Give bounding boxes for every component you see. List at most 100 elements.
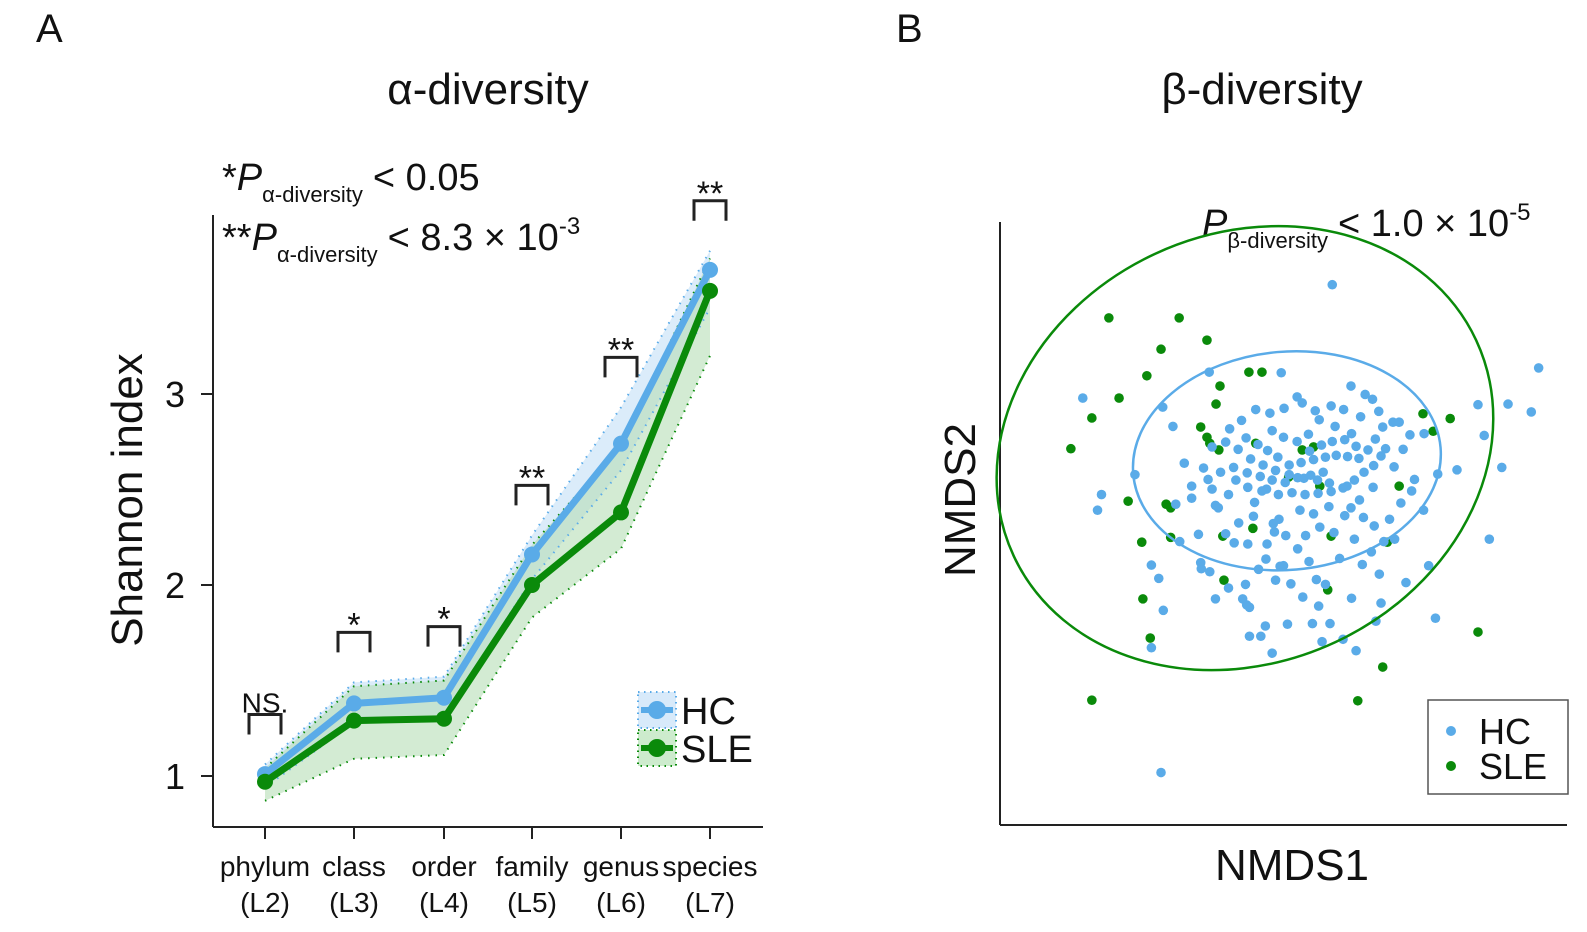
alpha-y-tick-label: 2 bbox=[165, 565, 185, 606]
scatter-point-hc bbox=[1452, 465, 1462, 475]
beta-ann-p: P bbox=[1202, 203, 1228, 245]
alpha-x-tick-level: (L3) bbox=[329, 887, 379, 918]
scatter-point-hc bbox=[1279, 403, 1289, 414]
scatter-point-sle bbox=[1211, 399, 1221, 409]
scatter-point-hc bbox=[1256, 631, 1266, 642]
scatter-point-hc bbox=[1224, 424, 1235, 434]
scatter-point-hc bbox=[1354, 453, 1364, 464]
scatter-point-hc bbox=[1267, 425, 1277, 436]
scatter-point-sle bbox=[1418, 408, 1428, 419]
svg-text:*Pα-diversity< 0.05: *Pα-diversity < 0.05 bbox=[222, 157, 480, 207]
scatter-point-hc bbox=[1186, 481, 1197, 491]
scatter-point-hc bbox=[1207, 484, 1217, 494]
alpha-y-tick-label: 1 bbox=[165, 756, 185, 797]
beta-y-axis-label: NMDS2 bbox=[936, 423, 985, 577]
scatter-point-hc bbox=[1278, 560, 1289, 571]
scatter-point-hc bbox=[1241, 600, 1252, 610]
scatter-point-hc bbox=[1300, 530, 1311, 541]
scatter-point-hc bbox=[1210, 594, 1221, 604]
scatter-point-hc bbox=[1297, 592, 1308, 602]
scatter-point-sle bbox=[1087, 695, 1097, 705]
scatter-point-sle bbox=[1202, 335, 1212, 345]
scatter-point-hc bbox=[1262, 445, 1273, 456]
scatter-point-sle bbox=[1473, 627, 1483, 637]
scatter-point-hc bbox=[1268, 518, 1279, 529]
scatter-point-hc bbox=[1314, 522, 1325, 532]
scatter-point-hc bbox=[1359, 467, 1369, 478]
scatter-point-hc bbox=[1179, 458, 1190, 469]
scatter-point-hc bbox=[1368, 482, 1378, 493]
alpha-x-tick-label: order bbox=[411, 851, 476, 882]
beta-title: β-diversity bbox=[1161, 65, 1362, 114]
significance-label: * bbox=[437, 601, 450, 639]
scatter-point-hc bbox=[1261, 554, 1271, 564]
scatter-point-hc bbox=[1320, 452, 1331, 462]
scatter-point-sle bbox=[1195, 422, 1206, 432]
scatter-point-hc bbox=[1329, 527, 1339, 538]
scatter-point-hc bbox=[1331, 450, 1342, 461]
scatter-point-hc bbox=[1430, 613, 1441, 623]
band-lower-sle bbox=[264, 355, 711, 802]
scatter-point-hc bbox=[1357, 559, 1368, 570]
scatter-point-hc bbox=[1278, 432, 1289, 443]
scatter-point-hc bbox=[1273, 452, 1283, 462]
scatter-point-sle bbox=[1145, 633, 1156, 643]
point-hc bbox=[524, 546, 540, 563]
scatter-point-hc bbox=[1327, 279, 1338, 290]
scatter-point-hc bbox=[1423, 560, 1434, 571]
scatter-point-hc bbox=[1280, 477, 1291, 488]
scatter-point-hc bbox=[1338, 404, 1349, 415]
ann2-sub: α-diversity bbox=[277, 242, 378, 267]
scatter-point-hc bbox=[1284, 460, 1294, 470]
legend-hc-label: HC bbox=[681, 691, 736, 733]
scatter-point-hc bbox=[1367, 394, 1378, 405]
alpha-legend: HC SLE bbox=[637, 691, 753, 771]
scatter-point-hc bbox=[1168, 421, 1178, 432]
scatter-point-hc bbox=[1409, 474, 1420, 485]
beta-ann-sub: β-diversity bbox=[1227, 228, 1328, 253]
confidence-ellipse-hc bbox=[1131, 349, 1443, 572]
scatter-point-hc bbox=[1077, 393, 1088, 403]
scatter-point-hc bbox=[1242, 468, 1253, 478]
scatter-point-hc bbox=[1311, 574, 1322, 585]
scatter-point-hc bbox=[1156, 767, 1166, 778]
scatter-point-hc bbox=[1242, 539, 1253, 549]
scatter-point-hc bbox=[1215, 467, 1226, 478]
scatter-point-hc bbox=[1248, 511, 1259, 522]
ann1-sub: α-diversity bbox=[262, 182, 363, 207]
legend-sle-label: SLE bbox=[681, 729, 753, 771]
scatter-point-hc bbox=[1308, 509, 1319, 519]
scatter-point-hc bbox=[1503, 399, 1513, 409]
point-hc bbox=[702, 261, 718, 278]
significance-bracket bbox=[247, 713, 283, 735]
beta-legend-hc-label: HC bbox=[1479, 711, 1531, 752]
alpha-x-tick-label: family bbox=[495, 851, 568, 882]
beta-ann-sup: -5 bbox=[1509, 199, 1530, 226]
scatter-point-hc bbox=[1376, 598, 1386, 608]
scatter-point-sle bbox=[1377, 662, 1388, 672]
scatter-point-sle bbox=[1123, 496, 1133, 506]
band-sle bbox=[265, 258, 710, 801]
scatter-point-hc bbox=[1374, 569, 1385, 579]
scatter-point-sle bbox=[1138, 594, 1148, 604]
scatter-point-hc bbox=[1146, 560, 1157, 570]
scatter-point-sle bbox=[1248, 523, 1258, 534]
panel-label-b: B bbox=[896, 7, 923, 51]
point-sle bbox=[257, 773, 273, 790]
scatter-point-hc bbox=[1401, 577, 1411, 588]
alpha-x-tick-label: genus bbox=[583, 851, 659, 882]
scatter-point-hc bbox=[1207, 442, 1217, 452]
scatter-point-hc bbox=[1236, 415, 1247, 426]
line-sle bbox=[263, 289, 714, 785]
scatter-point-hc bbox=[1297, 398, 1308, 408]
scatter-point-hc bbox=[1317, 636, 1327, 647]
scatter-point-hc bbox=[1324, 501, 1334, 512]
scatter-point-hc bbox=[1326, 401, 1336, 411]
alpha-x-tick-label: class bbox=[322, 851, 386, 882]
beta-legend-sle-marker bbox=[1446, 761, 1456, 771]
scatter-point-hc bbox=[1242, 482, 1253, 493]
scatter-point-hc bbox=[1220, 437, 1231, 447]
scatter-point-sle bbox=[1257, 367, 1267, 377]
scatter-point-hc bbox=[1473, 399, 1483, 410]
